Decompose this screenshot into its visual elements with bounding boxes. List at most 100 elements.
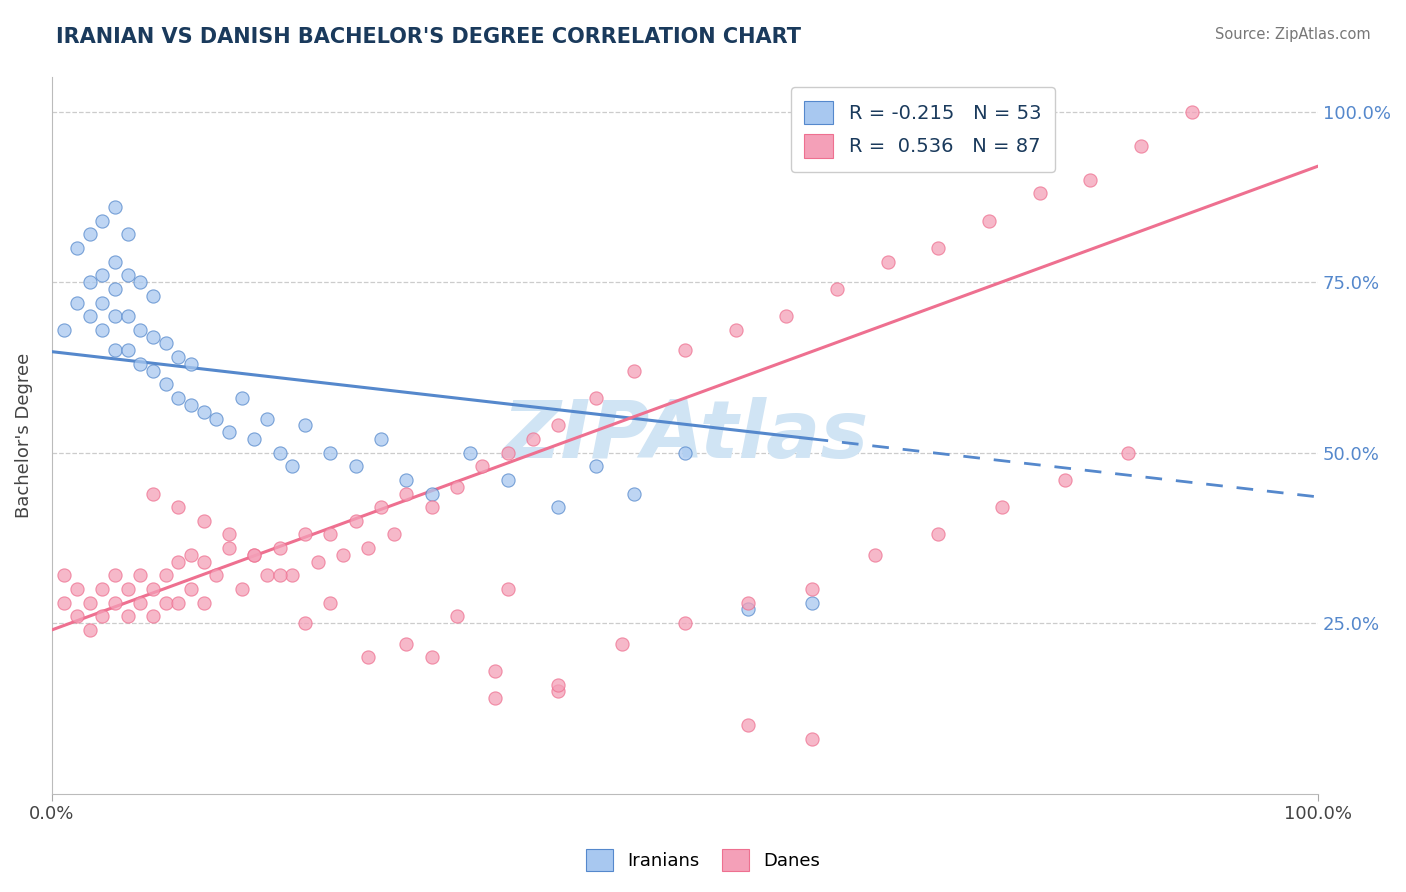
Point bbox=[66, 295, 89, 310]
Point bbox=[395, 486, 418, 500]
Point bbox=[155, 596, 177, 610]
Point bbox=[800, 582, 823, 596]
Point bbox=[294, 527, 316, 541]
Text: ZIPAtlas: ZIPAtlas bbox=[502, 397, 868, 475]
Point bbox=[281, 459, 304, 474]
Point bbox=[79, 227, 101, 242]
Point bbox=[193, 596, 215, 610]
Point bbox=[800, 732, 823, 747]
Point bbox=[180, 357, 202, 371]
Point bbox=[91, 213, 114, 227]
Y-axis label: Bachelor's Degree: Bachelor's Degree bbox=[15, 353, 32, 518]
Point bbox=[167, 555, 190, 569]
Point bbox=[142, 609, 165, 624]
Point bbox=[155, 568, 177, 582]
Point bbox=[357, 650, 380, 665]
Point bbox=[117, 268, 139, 283]
Point bbox=[193, 405, 215, 419]
Point bbox=[775, 309, 797, 323]
Point bbox=[484, 664, 506, 678]
Point bbox=[129, 357, 152, 371]
Point bbox=[117, 309, 139, 323]
Point bbox=[623, 486, 645, 500]
Point bbox=[79, 596, 101, 610]
Point bbox=[193, 514, 215, 528]
Point bbox=[446, 480, 468, 494]
Point bbox=[129, 275, 152, 289]
Point bbox=[79, 275, 101, 289]
Point bbox=[484, 691, 506, 706]
Point bbox=[104, 309, 127, 323]
Point bbox=[117, 609, 139, 624]
Point bbox=[370, 500, 392, 515]
Point bbox=[927, 527, 949, 541]
Point bbox=[66, 582, 89, 596]
Point bbox=[547, 418, 569, 433]
Point bbox=[66, 241, 89, 255]
Point bbox=[420, 500, 443, 515]
Point bbox=[319, 596, 342, 610]
Point bbox=[319, 445, 342, 459]
Point bbox=[294, 616, 316, 631]
Point bbox=[104, 200, 127, 214]
Point bbox=[737, 602, 759, 616]
Point bbox=[446, 609, 468, 624]
Point bbox=[344, 459, 367, 474]
Point bbox=[496, 582, 519, 596]
Point bbox=[180, 548, 202, 562]
Point bbox=[344, 514, 367, 528]
Point bbox=[180, 582, 202, 596]
Point bbox=[91, 268, 114, 283]
Point bbox=[218, 541, 240, 555]
Point bbox=[281, 568, 304, 582]
Point bbox=[863, 548, 886, 562]
Point bbox=[53, 568, 76, 582]
Point bbox=[395, 473, 418, 487]
Point bbox=[977, 213, 1000, 227]
Point bbox=[142, 289, 165, 303]
Point bbox=[1028, 186, 1050, 201]
Point bbox=[269, 568, 291, 582]
Point bbox=[458, 445, 481, 459]
Point bbox=[1116, 445, 1139, 459]
Point bbox=[117, 343, 139, 358]
Point bbox=[737, 596, 759, 610]
Point bbox=[142, 582, 165, 596]
Point bbox=[256, 411, 278, 425]
Point bbox=[307, 555, 329, 569]
Point bbox=[218, 527, 240, 541]
Point bbox=[319, 527, 342, 541]
Point bbox=[142, 486, 165, 500]
Point bbox=[825, 282, 848, 296]
Point bbox=[218, 425, 240, 439]
Point bbox=[104, 282, 127, 296]
Point bbox=[876, 254, 898, 268]
Point bbox=[129, 323, 152, 337]
Point bbox=[142, 329, 165, 343]
Point bbox=[243, 548, 266, 562]
Point bbox=[269, 541, 291, 555]
Point bbox=[104, 254, 127, 268]
Point bbox=[395, 637, 418, 651]
Point bbox=[104, 343, 127, 358]
Point bbox=[737, 718, 759, 732]
Point bbox=[231, 391, 253, 405]
Point bbox=[205, 568, 228, 582]
Legend: R = -0.215   N = 53, R =  0.536   N = 87: R = -0.215 N = 53, R = 0.536 N = 87 bbox=[790, 87, 1054, 171]
Point bbox=[117, 227, 139, 242]
Point bbox=[585, 391, 607, 405]
Point bbox=[53, 323, 76, 337]
Point bbox=[129, 568, 152, 582]
Point bbox=[155, 336, 177, 351]
Point bbox=[623, 364, 645, 378]
Point bbox=[117, 582, 139, 596]
Point bbox=[167, 350, 190, 364]
Point bbox=[243, 432, 266, 446]
Point bbox=[91, 609, 114, 624]
Point bbox=[53, 596, 76, 610]
Point bbox=[91, 323, 114, 337]
Point bbox=[800, 596, 823, 610]
Point bbox=[205, 411, 228, 425]
Point bbox=[167, 500, 190, 515]
Point bbox=[256, 568, 278, 582]
